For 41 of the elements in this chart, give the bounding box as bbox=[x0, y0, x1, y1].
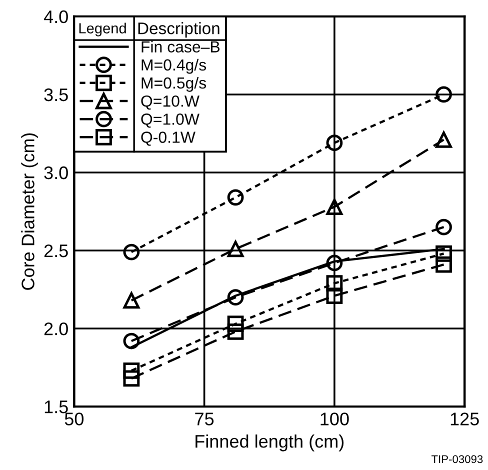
point bbox=[227, 189, 244, 206]
point bbox=[326, 254, 343, 272]
point bbox=[436, 256, 452, 273]
legend-label: M=0.4g/s bbox=[142, 58, 206, 74]
point bbox=[227, 289, 244, 306]
point bbox=[326, 134, 343, 152]
point bbox=[436, 218, 452, 236]
point bbox=[123, 332, 140, 350]
y-tick-label: 2.5 bbox=[44, 244, 68, 258]
x-tick-label: 75 bbox=[195, 412, 214, 426]
point bbox=[436, 132, 452, 148]
point bbox=[436, 86, 452, 103]
x-tick-label: 50 bbox=[64, 412, 84, 426]
point bbox=[123, 292, 140, 309]
point bbox=[326, 198, 343, 216]
y-tick-label: 3.5 bbox=[44, 88, 68, 102]
x-axis-title: Finned length (cm) bbox=[196, 434, 344, 452]
annotation: Legend bbox=[79, 22, 126, 36]
legend-title: Description bbox=[138, 22, 220, 38]
point bbox=[326, 275, 343, 292]
point bbox=[326, 288, 343, 304]
y-tick-label: 4.0 bbox=[44, 10, 68, 24]
legend-label: M=0.5g/s bbox=[142, 76, 206, 92]
point bbox=[227, 316, 244, 332]
legend-label: Q-0.1W bbox=[141, 132, 196, 146]
x-tick-label: 100 bbox=[320, 412, 349, 426]
point bbox=[123, 370, 140, 387]
x-tick-label: 125 bbox=[450, 412, 479, 426]
legend-label: Q=1.0W bbox=[141, 114, 200, 128]
legend-label: Q=10.W bbox=[141, 95, 200, 110]
y-tick-label: 1.5 bbox=[44, 400, 68, 414]
point bbox=[436, 245, 452, 262]
y-tick-label: 3.0 bbox=[44, 166, 68, 180]
point bbox=[227, 323, 244, 340]
text: TIP-03093 bbox=[431, 455, 483, 464]
legend-label: Fin case–B bbox=[142, 40, 220, 53]
point bbox=[227, 240, 244, 258]
y-tick-label: 2.0 bbox=[44, 322, 68, 336]
y-axis-title: Core Diameter (cm) bbox=[21, 133, 38, 290]
point bbox=[123, 362, 140, 379]
point bbox=[123, 244, 140, 260]
